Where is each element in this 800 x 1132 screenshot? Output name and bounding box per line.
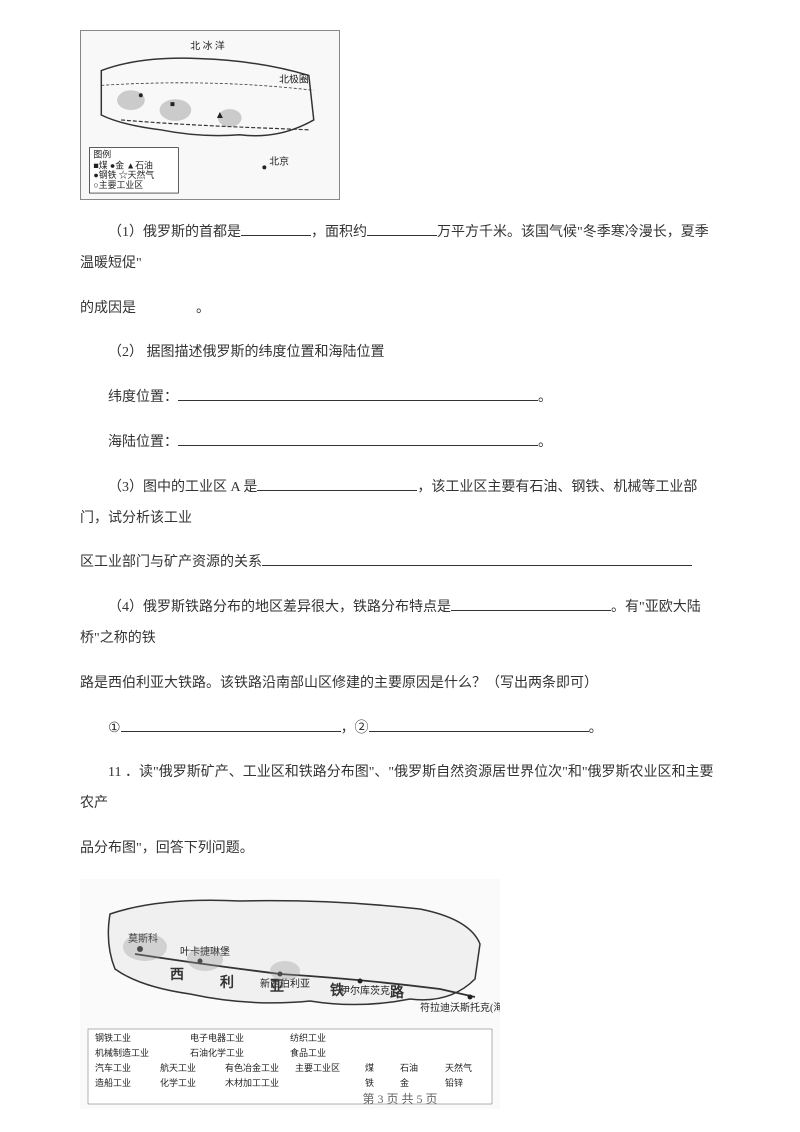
map1-svg: 北 冰 洋 北极圈 北京 图例 ■煤 ●金 ▲石油 ●钢铁 ☆天然气 ○主要工业… [81,31,339,199]
question-1: （1）俄罗斯的首都是，面积约万平方千米。该国气候"冬季寒冷漫长，夏季温暖短促" [80,218,720,280]
svg-text:主要工业区: 主要工业区 [295,1062,340,1073]
city-5 [468,994,473,999]
q4-ans1-prefix: ① [108,721,121,736]
ind-region-1 [123,933,167,961]
footer-text: 第 3 页 共 5 页 [362,1092,437,1106]
svg-text:纺织工业: 纺织工业 [290,1032,326,1043]
question-2-sea: 海陆位置： 。 [80,428,720,459]
region-li: 利 [220,974,234,991]
svg-text:机械制造工业: 机械制造工业 [95,1047,149,1058]
map2-svg: 莫斯科 叶卡捷琳堡 新西伯利亚 伊尔库茨克 符拉迪沃斯托克(海参崴) 西 利 亚… [80,879,500,1109]
city5-label: 符拉迪沃斯托克(海参崴) [420,1001,500,1014]
legend-row-2: 机械制造工业 石油化学工业 食品工业 [95,1047,326,1058]
question-3: （3）图中的工业区 A 是，该工业区主要有石油、钢铁、机械等工业部门，试分析该工… [80,473,720,535]
question-2-lat: 纬度位置： 。 [80,383,720,414]
svg-text:天然气: 天然气 [445,1062,472,1073]
resource-dot-1 [139,93,143,97]
city4-label: 伊尔库茨克 [340,984,390,997]
region-2 [160,99,192,121]
question-11-line2: 品分布图"，回答下列问题。 [80,834,720,865]
question-3-line2: 区工业部门与矿产资源的关系 [80,548,720,579]
q2-lat-blank[interactable] [178,387,538,401]
q4-ans2-blank[interactable] [369,718,589,732]
beijing-label: 北京 [269,154,289,167]
page-footer: 第 3 页 共 5 页 [0,1086,800,1112]
ind-region-2 [187,947,223,971]
q4-blank-1[interactable] [451,597,611,611]
q1-mid1: ，面积约 [311,225,367,240]
city-4 [358,978,363,983]
svg-text:煤: 煤 [365,1062,374,1073]
q1-blank-2[interactable] [367,222,437,236]
q1-blank-1[interactable] [241,222,311,236]
svg-text:有色冶金工业: 有色冶金工业 [225,1062,279,1073]
q11-prefix: 11 ．读"俄罗斯矿产、工业区和铁路分布图"、"俄罗斯自然资源居世界位次"和"俄… [80,765,714,811]
svg-text:钢铁工业: 钢铁工业 [95,1032,131,1043]
q2-lat-label: 纬度位置： [108,390,178,405]
svg-text:汽车工业: 汽车工业 [95,1062,131,1073]
q2-lat-suffix: 。 [538,390,552,405]
question-1-line2: 的成因是 。 [80,294,720,325]
arctic-label: 北极圈 [279,72,309,85]
svg-text:航天工业: 航天工业 [160,1062,196,1073]
q1-prefix: （1）俄罗斯的首都是 [108,225,241,240]
beijing-dot [262,165,266,169]
question-4-answers: ① ，② 。 [80,714,720,745]
q3-prefix: （3）图中的工业区 A 是 [108,480,257,495]
question-4: （4）俄罗斯铁路分布的地区差异很大，铁路分布特点是。有"亚欧大陆桥"之称的铁 [80,593,720,655]
svg-text:石油化学工业: 石油化学工业 [190,1047,244,1058]
q1-line2-prefix: 的成因是 [80,301,136,316]
q4-prefix: （4）俄罗斯铁路分布的地区差异很大，铁路分布特点是 [108,600,451,615]
q2-sea-blank[interactable] [178,432,538,446]
legend-2: ●钢铁 ☆天然气 [93,169,154,180]
svg-text:电子电器工业: 电子电器工业 [190,1032,244,1043]
q3-blank-1[interactable] [257,477,417,491]
q4-ans1-blank[interactable] [121,718,341,732]
region-1 [117,90,145,110]
legend-title: 图例 [93,148,111,159]
legend-1: ■煤 ●金 ▲石油 [93,159,153,170]
region-lu: 路 [390,984,405,1001]
q2-sea-suffix: 。 [538,435,552,450]
region-xi: 西 [170,967,184,983]
q4-suffix: 。 [589,721,603,736]
question-11: 11 ．读"俄罗斯矿产、工业区和铁路分布图"、"俄罗斯自然资源居世界位次"和"俄… [80,758,720,820]
region-tie: 铁 [330,982,344,999]
svg-text:石油: 石油 [400,1062,418,1073]
q3-line2-prefix: 区工业部门与矿产资源的关系 [80,555,262,570]
ind-region-3 [270,961,300,981]
legend-row-1: 钢铁工业 电子电器工业 纺织工业 [95,1032,326,1043]
legend-3: ○主要工业区 [93,179,143,190]
resource-sq-1 [170,102,174,106]
question-2-intro: （2） 据图描述俄罗斯的纬度位置和海陆位置 [80,338,720,369]
map1-ocean-label: 北 冰 洋 [190,39,225,52]
russia-map-1: 北 冰 洋 北极圈 北京 图例 ■煤 ●金 ▲石油 ●钢铁 ☆天然气 ○主要工业… [80,30,340,200]
region-ya: 亚 [270,979,284,995]
q3-blank-2[interactable] [262,552,692,566]
question-4-line2: 路是西伯利亚大铁路。该铁路沿南部山区修建的主要原因是什么？（写出两条即可） [80,669,720,700]
q2-sea-label: 海陆位置： [108,435,178,450]
russia-map-2: 莫斯科 叶卡捷琳堡 新西伯利亚 伊尔库茨克 符拉迪沃斯托克(海参崴) 西 利 亚… [80,879,500,1109]
svg-text:食品工业: 食品工业 [290,1047,326,1058]
q1-line2-suffix: 。 [196,301,210,316]
q4-sep: ，② [341,721,369,736]
